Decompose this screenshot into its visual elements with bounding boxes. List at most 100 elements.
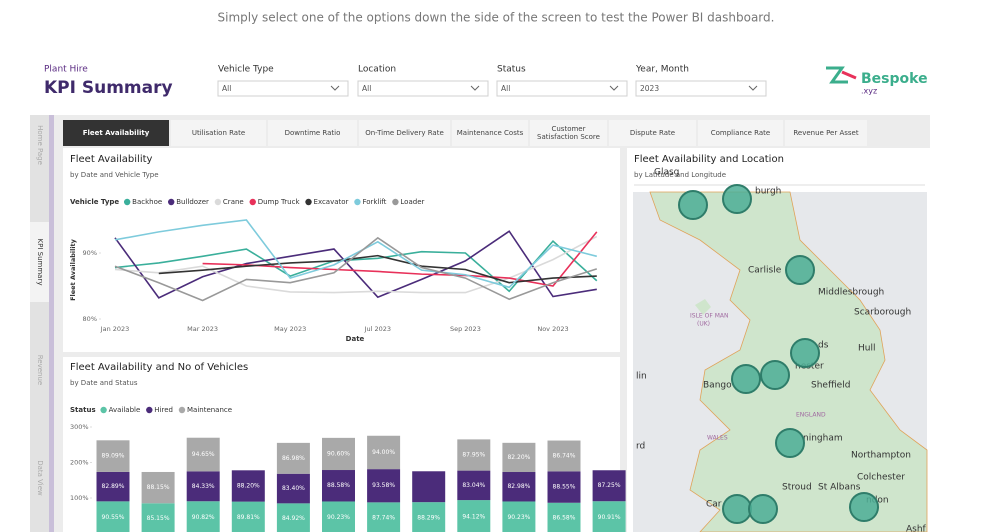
report-tab[interactable]: Dispute Rate [609,120,696,146]
bar-segment [457,470,491,501]
map-bubble[interactable] [748,494,778,524]
map-bubble[interactable] [849,492,879,522]
report-tab[interactable]: Customer Satisfaction Score [530,120,607,146]
map-bubble[interactable] [785,255,815,285]
map-title: Fleet Availability and Location [634,154,784,165]
bar-value-label: 88.15% [147,484,170,491]
map-place-label: Northampton [851,451,911,461]
filter-dropdown[interactable] [217,80,349,97]
series-line [114,230,597,299]
bar-value-label: 86.98% [282,455,305,462]
legend-title: Vehicle Type [70,198,119,206]
legend-entry[interactable]: Dump Truck [258,198,301,206]
legend-entry[interactable]: Backhoe [132,198,162,206]
tab-box: Downtime Ratio [268,120,357,146]
report-subtitle: Plant Hire [44,65,88,75]
nav-tab[interactable]: Revenue [36,355,44,386]
series-line [114,239,598,293]
map-subtitle: by Latitude and Longitude [634,171,726,179]
legend-dot [249,198,256,206]
bar-value-label: 86.74% [553,452,576,459]
legend-entry[interactable]: Loader [400,198,424,206]
series-line [202,231,598,287]
x-tick-label: May 2023 [274,325,306,333]
bar-segment [276,473,310,504]
bar-segment [186,437,220,472]
map-place-label: burgh [755,187,781,197]
map-bubble[interactable] [731,364,761,394]
report-title: KPI Summary [44,78,173,98]
chart-subtitle: by Date and Status [70,379,138,387]
map-bubble[interactable] [678,190,708,220]
bar-segment [502,501,536,532]
report-tab[interactable]: Revenue Per Asset [785,120,867,146]
tab-box: Fleet Availability [63,120,169,146]
map-place-label: Glasg [654,168,679,178]
dropdown-chevron [330,85,340,91]
report-tab[interactable]: On-Time Delivery Rate [359,120,450,146]
map-bubble[interactable] [760,360,790,390]
bar-segment [96,501,130,532]
bar-segment [547,440,581,472]
map-bubble[interactable] [722,494,752,524]
sidebar-strip [49,115,54,532]
filter-dropdown[interactable] [635,80,767,97]
filter-label: Status [497,65,526,75]
legend-entry[interactable]: Excavator [314,198,349,206]
logo-text: Bespoke [861,71,928,87]
bar-segment [592,470,626,502]
legend-entry[interactable]: Forklift [362,198,386,206]
map-place-label: rd [636,442,645,452]
map-place-label: Ashf [906,525,927,532]
dropdown-chevron [470,85,480,91]
bar-segment [96,440,130,472]
map-place-label: Carlisle [748,266,782,276]
map-bubble[interactable] [722,184,752,214]
map-place-label: ningham [803,434,843,444]
report-tab[interactable]: Downtime Ratio [268,120,357,146]
bar-value-label: 90.82% [192,514,215,521]
logo-icon [841,70,857,80]
bar-segment [367,469,401,503]
map-place-label: lin [636,372,647,382]
filter-value: All [501,84,510,93]
filter-dropdown[interactable] [357,80,489,97]
legend-entry[interactable]: Available [109,406,141,414]
y-tick-label: 90% [83,249,97,257]
bar-segment [412,502,446,532]
bar-value-label: 87.74% [372,514,395,521]
logo-suffix: .xyz [861,87,877,96]
legend-dot [354,198,361,206]
map-bubble[interactable] [775,428,805,458]
report-tab[interactable]: Compliance Rate [698,120,783,146]
series-line [114,236,598,302]
legend-entry[interactable]: Maintenance [187,406,232,414]
bar-value-label: 94.65% [192,451,215,458]
map-place-label: Hull [858,344,875,354]
x-tick-label: Sep 2023 [450,325,481,333]
report-tab[interactable]: Utilisation Rate [171,120,266,146]
legend-entry[interactable]: Bulldozer [176,198,209,206]
legend-entry[interactable]: Crane [223,198,244,206]
y-axis-title: Fleet Availability [69,238,77,301]
nav-tab[interactable]: Home Page [36,125,44,165]
nav-tab[interactable]: KPI Summary [36,239,44,286]
report-tab[interactable]: Fleet Availability [63,120,169,146]
legend-dot [178,406,186,414]
filter-value: 2023 [640,84,659,93]
bar-segment [547,471,581,503]
bar-value-label: 86.58% [553,515,576,522]
bar-value-label: 89.81% [237,514,260,521]
bar-value-label: 82.89% [102,483,125,490]
nav-tab[interactable]: Data View [36,460,44,496]
map-island [695,299,711,315]
y-tick-label: 300% [70,423,89,431]
filter-dropdown[interactable] [496,80,628,97]
report-tab[interactable]: Maintenance Costs [452,120,528,146]
nav-active [30,222,49,302]
x-tick-label: Jul 2023 [364,325,391,333]
map-bubble[interactable] [790,338,820,368]
map-place-label: Sheffield [811,381,850,391]
legend-entry[interactable]: Hired [154,406,173,414]
legend-dot [100,406,107,414]
